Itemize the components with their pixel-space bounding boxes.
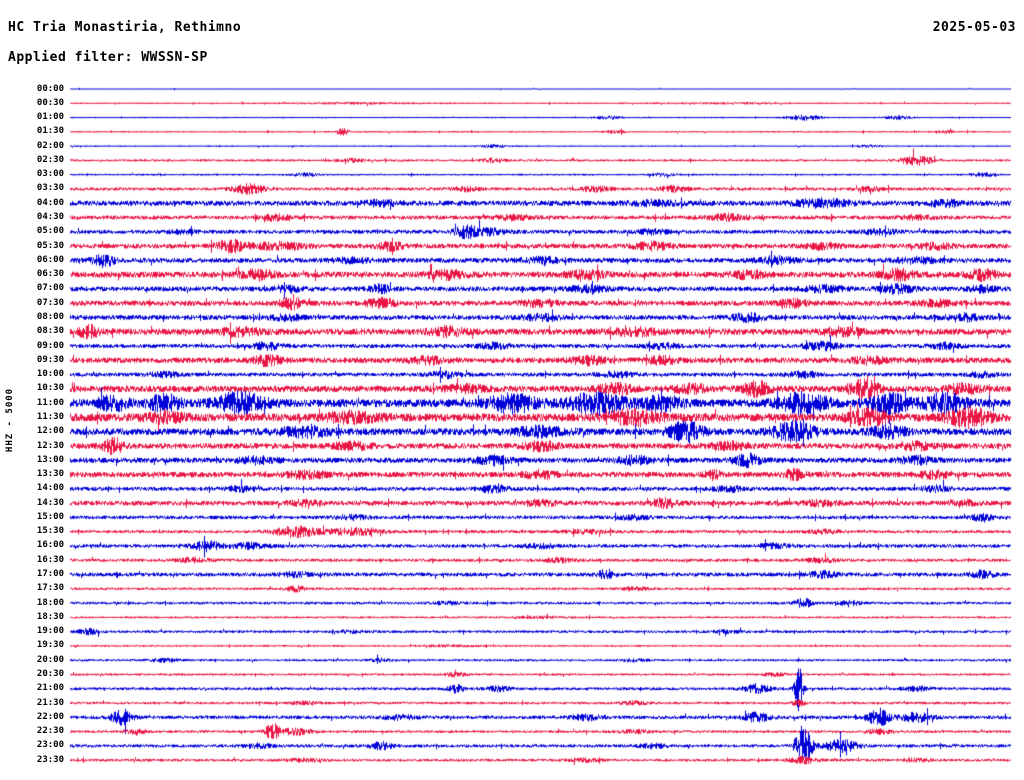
row-time-label: 06:30 <box>36 269 64 280</box>
filter-label: Applied filter: WWSSN-SP <box>8 50 208 65</box>
row-time-label: 22:30 <box>36 726 64 737</box>
row-time-label: 17:00 <box>36 569 64 580</box>
row-time-label: 04:00 <box>36 197 64 208</box>
station-title: HC Tria Monastiria, Rethimno <box>8 20 242 35</box>
row-time-label: 18:30 <box>36 611 64 622</box>
row-time-label: 19:30 <box>36 640 64 651</box>
row-time-label: 00:30 <box>36 97 64 108</box>
row-time-label: 14:00 <box>36 483 64 494</box>
row-time-label: 01:00 <box>36 112 64 123</box>
row-time-label: 12:00 <box>36 426 64 437</box>
row-time-label: 17:30 <box>36 583 64 594</box>
row-time-label: 09:00 <box>36 340 64 351</box>
row-time-label: 08:30 <box>36 326 64 337</box>
row-time-label: 23:00 <box>36 740 64 751</box>
row-time-label: 21:00 <box>36 683 64 694</box>
row-time-label: 06:00 <box>36 254 64 265</box>
date-label: 2025-05-03 <box>932 20 1016 35</box>
row-time-label: 10:30 <box>36 383 64 394</box>
row-time-label: 03:30 <box>36 183 64 194</box>
row-time-label: 14:30 <box>36 497 64 508</box>
row-time-label: 07:00 <box>36 283 64 294</box>
row-time-label: 01:30 <box>36 126 64 137</box>
row-time-label: 13:30 <box>36 469 64 480</box>
row-time-label: 19:00 <box>36 626 64 637</box>
row-time-label: 13:00 <box>36 454 64 465</box>
row-time-label: 09:30 <box>36 354 64 365</box>
row-time-label: 02:30 <box>36 154 64 165</box>
row-time-label: 20:30 <box>36 668 64 679</box>
row-time-label: 11:00 <box>36 397 64 408</box>
row-time-label: 11:30 <box>36 411 64 422</box>
row-time-label: 05:30 <box>36 240 64 251</box>
row-time-label: 20:00 <box>36 654 64 665</box>
row-time-label: 05:00 <box>36 226 64 237</box>
row-time-label: 07:30 <box>36 297 64 308</box>
row-time-label: 15:00 <box>36 511 64 522</box>
row-time-label: 04:30 <box>36 212 64 223</box>
row-time-label: 12:30 <box>36 440 64 451</box>
row-time-label: 02:00 <box>36 140 64 151</box>
row-time-label: 00:00 <box>36 83 64 94</box>
row-time-label: 03:00 <box>36 169 64 180</box>
row-time-label: 16:30 <box>36 554 64 565</box>
row-time-label: 08:00 <box>36 311 64 322</box>
row-time-label: 21:30 <box>36 697 64 708</box>
row-time-label: 16:00 <box>36 540 64 551</box>
row-time-label: 22:00 <box>36 711 64 722</box>
row-time-label: 15:30 <box>36 526 64 537</box>
row-time-label: 18:00 <box>36 597 64 608</box>
row-time-label: 10:00 <box>36 369 64 380</box>
row-time-label: 23:30 <box>36 754 64 765</box>
